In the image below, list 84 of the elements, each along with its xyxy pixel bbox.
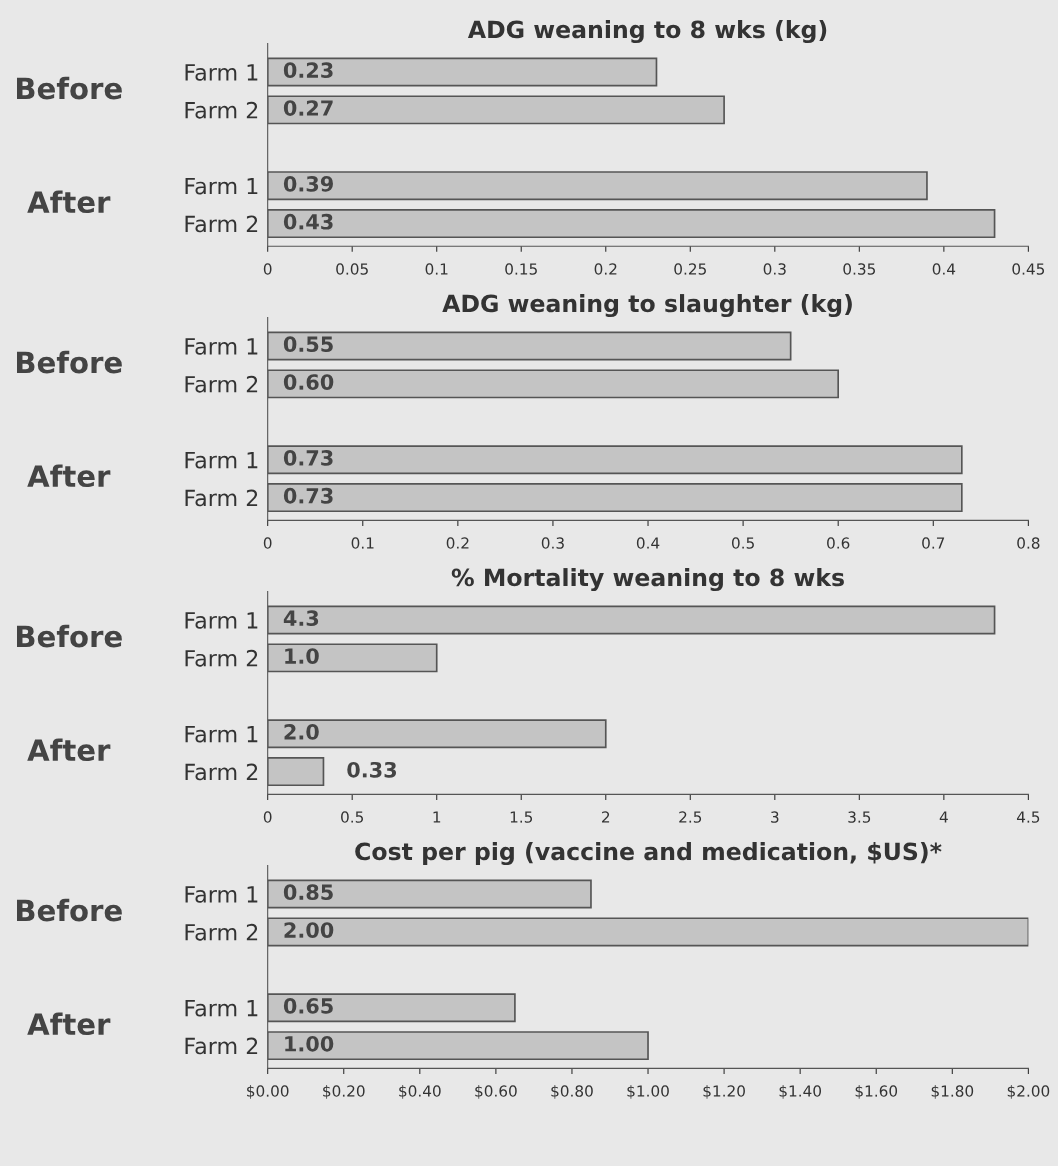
- x-tick-label: 0.3: [541, 537, 564, 549]
- text: After: [27, 738, 111, 762]
- y-tick-label: Farm 1: [185, 64, 258, 81]
- x-tick-label: $0.60: [475, 1085, 517, 1099]
- text: After: [27, 464, 111, 488]
- x-tick-label: 0.2: [446, 537, 469, 549]
- chart-title: % Mortality weaning to 8 wks: [451, 568, 844, 592]
- x-tick-label: $1.20: [703, 1085, 745, 1099]
- y-tick-label: Farm 2: [185, 101, 258, 119]
- data-label: 4.3: [283, 610, 319, 627]
- text: Before: [17, 350, 122, 374]
- x-tick-label: 0.5: [341, 811, 364, 823]
- x-tick-label: 0.05: [336, 263, 368, 275]
- x-tick-label: 0: [263, 263, 272, 275]
- x-tick-label: 1.5: [510, 811, 533, 823]
- text: After: [27, 190, 111, 214]
- y-tick-label: Farm 1: [185, 612, 258, 629]
- x-tick-label: $2.00: [1007, 1085, 1050, 1099]
- x-tick-label: $0.00: [247, 1085, 289, 1099]
- y-tick-label: Farm 1: [185, 451, 258, 469]
- data-label: 0.65: [283, 997, 333, 1014]
- y-tick-label: Farm 2: [185, 375, 258, 393]
- x-tick-label: $1.40: [779, 1085, 822, 1099]
- x-tick-label: 0.5: [731, 537, 754, 549]
- x-tick-label: 0: [263, 537, 272, 549]
- data-label: 0.60: [283, 374, 334, 390]
- data-label: 0.73: [283, 487, 333, 504]
- y-tick-label: Farm 2: [185, 763, 258, 781]
- x-tick-label: $1.80: [931, 1085, 974, 1099]
- x-tick-label: 3: [771, 811, 779, 823]
- y-tick-label: Farm 1: [185, 725, 258, 743]
- y-tick-label: Farm 2: [185, 215, 258, 233]
- data-label: 1.0: [285, 648, 319, 664]
- y-tick-label: Farm 2: [185, 649, 258, 667]
- y-tick-label: Farm 2: [185, 489, 258, 507]
- x-tick-label: 2.5: [679, 811, 702, 823]
- x-tick-label: 0.45: [1012, 263, 1045, 275]
- data-label: 0.39: [283, 175, 333, 192]
- x-tick-label: $1.00: [627, 1085, 669, 1099]
- x-tick-label: 0.25: [674, 263, 706, 275]
- data-label: 1.00: [285, 1035, 334, 1052]
- x-tick-label: 0.3: [763, 263, 786, 275]
- data-label: 0.27: [283, 100, 333, 116]
- x-tick-label: 4.5: [1016, 811, 1040, 823]
- x-tick-label: 0.6: [827, 537, 850, 549]
- x-tick-label: $0.80: [551, 1085, 593, 1099]
- x-tick-label: 0.1: [351, 537, 374, 549]
- data-label: 2.0: [284, 723, 319, 740]
- text: Before: [17, 898, 122, 922]
- y-tick-label: Farm 1: [185, 886, 258, 903]
- data-label: 0.33: [347, 761, 397, 778]
- x-tick-label: 4: [939, 811, 948, 823]
- text: Before: [17, 624, 122, 648]
- x-tick-label: 0.4: [932, 263, 956, 275]
- y-tick-label: Farm 1: [185, 338, 258, 355]
- x-tick-label: 0.4: [636, 537, 660, 549]
- data-label: 0.23: [283, 62, 333, 79]
- x-tick-label: 1: [433, 811, 441, 823]
- x-tick-label: $0.20: [323, 1085, 365, 1099]
- x-tick-label: 0.2: [594, 263, 617, 275]
- x-tick-label: 0.7: [922, 537, 945, 549]
- x-tick-label: 0.8: [1017, 537, 1040, 549]
- x-tick-label: $0.40: [399, 1085, 441, 1099]
- y-tick-label: Farm 1: [185, 999, 258, 1017]
- x-tick-label: 0: [263, 811, 272, 823]
- x-tick-label: 3.5: [848, 811, 871, 823]
- x-tick-label: 0.15: [505, 263, 537, 275]
- chart-title: ADG weaning to 8 wks (kg): [467, 20, 827, 44]
- y-tick-label: Farm 2: [185, 1037, 258, 1055]
- data-label: 0.73: [283, 449, 333, 466]
- data-label: 0.43: [283, 213, 333, 230]
- x-tick-label: 2: [602, 811, 610, 823]
- chart-title: ADG weaning to slaughter (kg): [442, 294, 852, 318]
- x-tick-label: 0.1: [425, 263, 448, 275]
- x-tick-label: $1.60: [855, 1085, 898, 1099]
- data-label: 0.55: [283, 336, 333, 353]
- x-tick-label: 0.35: [843, 263, 876, 275]
- chart-title: Cost per pig (vaccine and medication, $US)*: [355, 842, 942, 866]
- y-tick-label: Farm 1: [185, 177, 258, 195]
- text: Before: [17, 76, 122, 100]
- text: After: [27, 1012, 111, 1036]
- data-label: 2.00: [284, 922, 334, 938]
- data-label: 0.85: [283, 884, 333, 901]
- y-tick-label: Farm 2: [185, 923, 258, 941]
